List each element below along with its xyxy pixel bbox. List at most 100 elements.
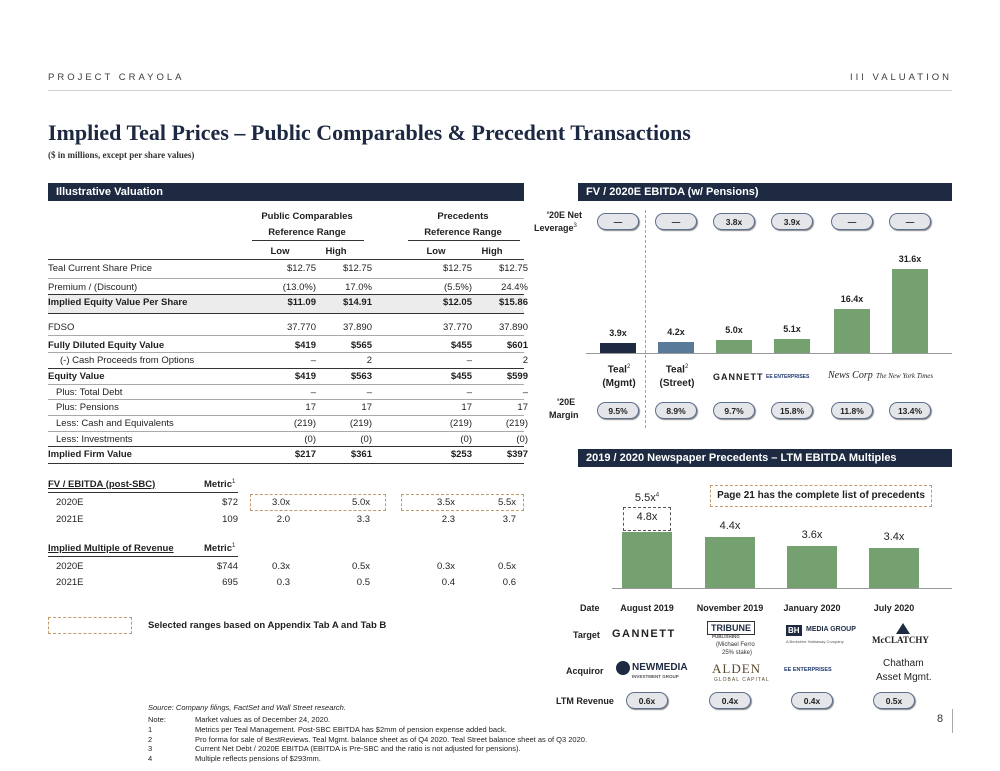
prec-bar-label: 4.4x (719, 519, 741, 532)
leverage-pill: — (889, 213, 931, 230)
precedent-range-highlight (401, 494, 524, 511)
leverage-sup: 3 (573, 223, 577, 229)
table-rule (48, 335, 524, 336)
rev-row-value: 0.5 (356, 577, 370, 588)
teal-mgmt-label-2: (Mgmt) (602, 378, 636, 389)
table-rule (48, 492, 238, 493)
table-rule (48, 556, 238, 557)
legend-text: Selected ranges based on Appendix Tab A … (148, 620, 387, 631)
teal-mgmt-label: Teal2 (594, 364, 644, 375)
acquiror-chatham: Chatham (883, 658, 924, 669)
target-gannett: GANNETT (612, 628, 676, 640)
row-value: $12.75 (498, 263, 528, 274)
row-value: $12.75 (442, 263, 472, 274)
row-value: $455 (450, 371, 472, 382)
row-value: $455 (450, 340, 472, 351)
fv-bar (716, 339, 752, 353)
fv-row-label: 2021E (56, 514, 84, 525)
footnote-key: Note: (148, 715, 166, 724)
target-bh-sub: A Berkshire Hathaway Company (786, 639, 844, 644)
row-value: (0) (460, 434, 472, 445)
row-value: 17.0% (345, 282, 372, 293)
prec-bar (622, 532, 672, 588)
footnote-text: Pro forma for sale of BestReviews. Teal … (195, 734, 588, 744)
prec-date: January 2020 (783, 603, 841, 613)
row-label: Implied Equity Value Per Share (48, 297, 188, 308)
ltm-pill: 0.5x (873, 692, 915, 709)
metric-sup: 1 (231, 543, 236, 549)
precedents-group-label-2: Reference Range (424, 227, 502, 238)
target-label: Target (573, 630, 600, 640)
header-divider (48, 90, 952, 91)
fv-row-value: 5.5x (498, 497, 516, 508)
precedents-group-label: Precedents (437, 211, 489, 222)
row-label: (-) Cash Proceeds from Options (60, 355, 195, 366)
footnote-key: 2 (148, 734, 153, 744)
teal-street-sup: 2 (684, 364, 689, 370)
fv-bar (774, 339, 810, 353)
prec-bar (869, 548, 919, 588)
row-value: 17 (305, 402, 316, 413)
acquiror-newmedia-sub: INVESTMENT GROUP (632, 674, 679, 679)
rev-row-metric: $744 (216, 561, 238, 572)
fv-bar-label: 31.6x (898, 254, 922, 264)
prec-date: November 2019 (696, 603, 764, 613)
fv-bar (834, 309, 870, 353)
margin-pill: 15.8% (771, 402, 813, 419)
logo-news-corp: News Corp (828, 370, 873, 381)
target-tribune-sub: PUBLISHING (712, 634, 740, 639)
row-value: – (310, 355, 316, 366)
row-value: $397 (506, 449, 528, 460)
row-value: – (466, 387, 472, 398)
project-name: PROJECT CRAYOLA (48, 72, 185, 83)
row-label: FDSO (48, 322, 75, 333)
footnote-text: Current Net Debt / 2020E EBITDA (EBITDA … (195, 744, 521, 754)
table-rule (48, 446, 524, 447)
row-value: (219) (505, 418, 528, 429)
acquiror-label: Acquiror (566, 666, 604, 676)
col-high-prec: High (481, 246, 503, 257)
prec-date: August 2019 (620, 603, 674, 613)
margin-label-2: Margin (549, 410, 579, 420)
table-rule (48, 415, 524, 416)
table-rule (48, 368, 524, 369)
rev-row-value: 0.3x (272, 561, 290, 572)
fv-row-value: 3.3 (356, 514, 370, 525)
prec-date: July 2020 (873, 603, 915, 613)
tribune-note-2: 25% stake) (722, 650, 753, 656)
prec-bar (705, 536, 755, 588)
row-value: $565 (350, 340, 372, 351)
prec-bar-label: 3.4x (883, 531, 905, 544)
leverage-label-2: Leverage3 (534, 223, 577, 233)
page-subtitle: ($ in millions, except per share values) (48, 150, 195, 160)
teal-street-label: Teal2 (652, 364, 702, 375)
acquiror-lee: EE ENTERPRISES (784, 667, 832, 673)
rev-row-metric: 695 (222, 577, 238, 588)
row-value: (0) (516, 434, 528, 445)
mcclatchy-triangle-icon (896, 623, 910, 634)
teal-street-label-2: (Street) (659, 378, 695, 389)
valuation-header: Illustrative Valuation (48, 183, 524, 201)
fv-bar-label: 4.2x (667, 326, 685, 337)
table-rule (48, 278, 524, 279)
footnote-text: Market values as of December 24, 2020. (195, 715, 331, 724)
target-bh-logo: BH (786, 625, 802, 636)
fv-row-value: 3.7 (502, 514, 516, 525)
margin-pill: 9.5% (597, 402, 639, 419)
fv-row-value: 2.0 (276, 514, 290, 525)
acquiror-newmedia: NEWMEDIA (632, 662, 688, 673)
acquiror-alden: ALDEN (712, 661, 762, 676)
rev-row-label: 2020E (56, 561, 84, 572)
row-value: $12.75 (286, 263, 316, 274)
metric-label: Metric1 (204, 543, 236, 555)
margin-pill: 8.9% (655, 402, 697, 419)
footnote-text: Metrics per Teal Management. Post-SBC EB… (195, 724, 507, 734)
tribune-note: (Michael Ferro (716, 642, 755, 648)
row-value: 2 (522, 355, 528, 366)
footnote-key: 1 (148, 724, 153, 734)
row-value: $419 (294, 340, 316, 351)
table-rule (48, 384, 524, 385)
table-rule (48, 352, 524, 353)
row-label: Implied Firm Value (48, 449, 132, 460)
row-value: 24.4% (501, 282, 528, 293)
